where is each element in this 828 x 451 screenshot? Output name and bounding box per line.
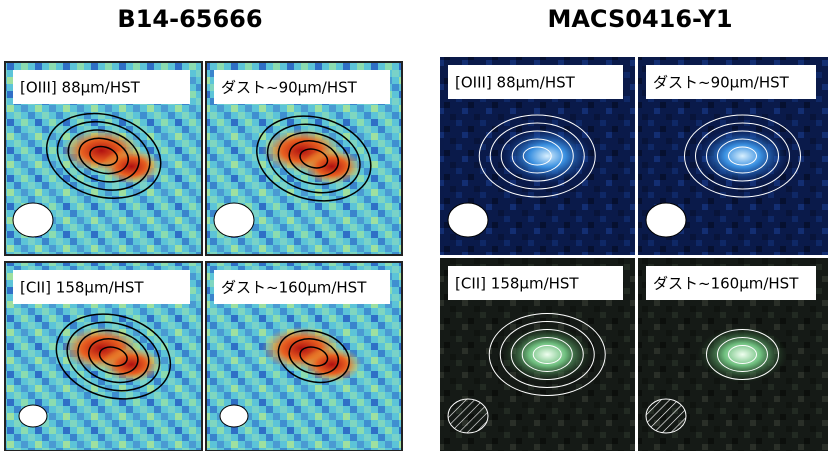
panel: ダスト~90μm/HST [638, 57, 828, 255]
beam [448, 203, 488, 237]
beam [646, 203, 686, 237]
panels: [OIII] 88μm/HST ダスト~90μm/HST [CII] 158μm/H… [5, 57, 828, 451]
panel-label: ダスト~160μm/HST [221, 279, 367, 297]
panel-label: [CII] 158μm/HST [20, 279, 144, 297]
emission [502, 327, 592, 383]
panel: [OIII] 88μm/HST [5, 62, 202, 255]
beam [19, 405, 47, 427]
panel: [CII] 158μm/HST [440, 258, 635, 451]
panel-label: ダスト~90μm/HST [653, 74, 790, 92]
beam [13, 203, 53, 237]
panel-label: [OIII] 88μm/HST [455, 74, 576, 92]
figure: B14-65666 MACS0416-Y1 [OIII] 88μm/HST ダスト… [0, 0, 828, 451]
panel: ダスト~160μm/HST [638, 258, 828, 451]
panel-label: [CII] 158μm/HST [455, 275, 579, 293]
group-title: B14-65666 [117, 5, 262, 33]
panel: [CII] 158μm/HST [5, 262, 202, 451]
beam [646, 399, 686, 433]
panel: ダスト~90μm/HST [206, 62, 402, 255]
beam [448, 399, 488, 433]
beam [220, 405, 248, 427]
emission [101, 149, 161, 185]
emission [698, 128, 788, 184]
beam [214, 203, 254, 237]
panel-label: [OIII] 88μm/HST [20, 79, 141, 97]
panel-label: ダスト~90μm/HST [221, 79, 358, 97]
group-title: MACS0416-Y1 [547, 5, 732, 33]
emission [698, 327, 788, 383]
panel: ダスト~160μm/HST [206, 262, 402, 451]
panel-label: ダスト~160μm/HST [653, 275, 799, 293]
panel: [OIII] 88μm/HST [440, 57, 635, 255]
